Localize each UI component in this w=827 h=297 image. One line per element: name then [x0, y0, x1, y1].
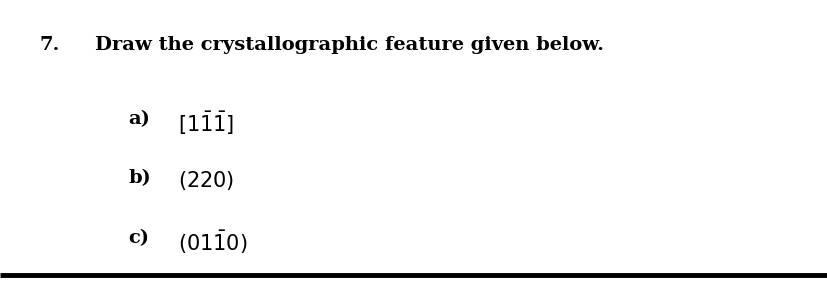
Text: b): b) — [128, 169, 151, 187]
Text: $(220)$: $(220)$ — [178, 169, 234, 192]
Text: a): a) — [128, 110, 150, 128]
Text: c): c) — [128, 229, 149, 247]
Text: $[1\bar{1}\bar{1}]$: $[1\bar{1}\bar{1}]$ — [178, 110, 234, 137]
Text: Draw the crystallographic feature given below.: Draw the crystallographic feature given … — [95, 36, 604, 54]
Text: $(01\bar{1}0)$: $(01\bar{1}0)$ — [178, 229, 247, 256]
Text: 7.: 7. — [40, 36, 60, 54]
